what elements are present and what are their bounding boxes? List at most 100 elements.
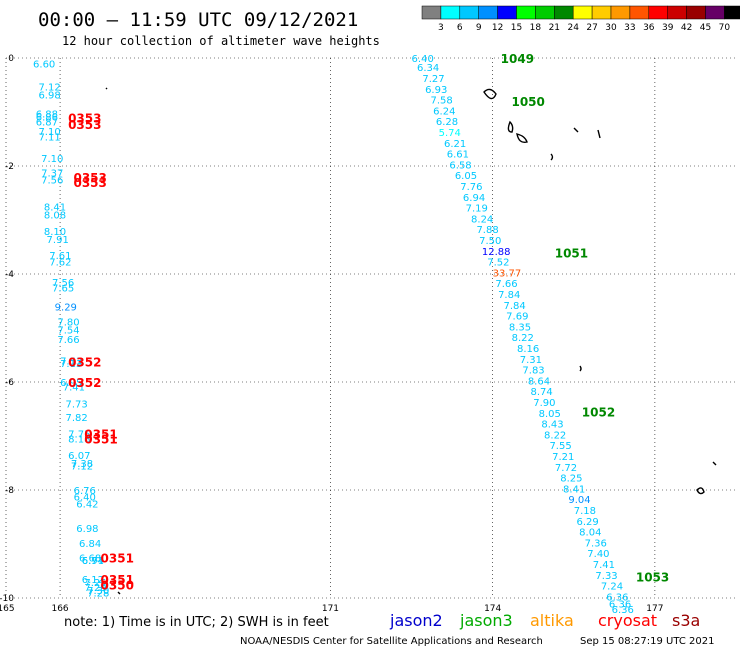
- colorbar-tick-label: 12: [492, 23, 503, 33]
- colorbar-swatch: [459, 5, 479, 20]
- data-point-label: 6.76: [74, 486, 96, 497]
- y-tick-label: -8: [5, 486, 14, 496]
- x-tick-label: 165: [0, 604, 15, 614]
- data-point-label: 7.75: [68, 429, 90, 440]
- data-point-label: 6.60: [33, 59, 55, 70]
- data-point-label: 8.35: [509, 322, 531, 333]
- y-tick-label: -2: [5, 162, 14, 172]
- data-point-label: 7.73: [65, 400, 87, 411]
- chart-title: 00:00 – 11:59 UTC 09/12/2021: [38, 9, 358, 31]
- colorbar-tick-label: 33: [624, 23, 635, 33]
- data-point-label: 7.52: [487, 258, 509, 269]
- data-point-label: 6.34: [417, 63, 439, 74]
- data-point-label: 6.61: [447, 150, 469, 161]
- data-point-label: 7.83: [522, 366, 544, 377]
- data-point-label: 8.04: [579, 528, 601, 539]
- data-point-label: 12.88: [482, 247, 511, 258]
- data-point-label: 8.43: [541, 420, 563, 431]
- data-point-label: 8.24: [471, 214, 493, 225]
- colorbar-tick-label: 9: [476, 23, 482, 33]
- data-point-label: 7.38: [71, 459, 93, 470]
- data-point-label: 8.41: [44, 203, 66, 214]
- colorbar-tick-label: 45: [700, 23, 711, 33]
- data-point-label: 7.13: [60, 359, 82, 370]
- colorbar-swatch: [535, 5, 555, 20]
- data-point-label: 7.90: [533, 398, 555, 409]
- pass-annotation: 0351: [101, 552, 134, 566]
- island-outline: [516, 133, 528, 144]
- data-point-label: 6.91: [82, 556, 104, 567]
- data-point-label: 7.41: [63, 382, 85, 393]
- colorbar-swatch: [421, 5, 442, 20]
- data-point-label: 8.74: [531, 387, 553, 398]
- data-point-label: 6.12: [82, 575, 104, 586]
- colorbar-swatch: [705, 5, 725, 20]
- island-outline: [550, 153, 554, 161]
- data-point-label: 7.12: [38, 83, 60, 94]
- data-point-label: 6.68: [79, 554, 101, 565]
- island-outline: [117, 591, 121, 595]
- x-tick-label: 166: [51, 604, 68, 614]
- data-point-label: 7.24: [601, 582, 623, 593]
- data-point-label: 7.11: [38, 132, 60, 143]
- data-point-label: 7.36: [585, 538, 607, 549]
- data-point-label: 6.93: [425, 85, 447, 96]
- pass-annotation: 1050: [511, 95, 544, 109]
- y-tick-label: -4: [5, 270, 14, 280]
- pass-annotation: 1051: [555, 246, 588, 260]
- island-outline: [483, 88, 497, 100]
- data-point-label: 6.86: [36, 112, 58, 123]
- pass-annotation: 0352: [68, 376, 101, 390]
- data-point-label: 7.84: [498, 290, 520, 301]
- data-point-label: 7.72: [555, 463, 577, 474]
- data-point-label: 8.22: [544, 430, 566, 441]
- colorbar-tick-label: 70: [719, 23, 731, 33]
- island-outline: [597, 129, 601, 139]
- island-outline: [579, 365, 582, 372]
- colorbar-tick-label: 39: [662, 23, 674, 33]
- y-tick-label: 0: [8, 54, 14, 64]
- data-point-label: 6.98: [38, 91, 60, 102]
- footer-credit: NOAA/NESDIS Center for Satellite Applica…: [240, 636, 543, 647]
- pass-annotation: 0353: [68, 111, 101, 125]
- colorbar-tick-label: 21: [549, 23, 560, 33]
- data-point-label: 8.16: [517, 344, 539, 355]
- data-point-label: 33.77: [493, 268, 522, 279]
- colorbar-swatch: [516, 5, 536, 20]
- data-point-label: 6.94: [463, 193, 485, 204]
- data-point-label: 6.95: [60, 378, 82, 389]
- data-point-label: 9.04: [568, 495, 590, 506]
- legend-cryosat: cryosat: [598, 611, 657, 630]
- data-point-label: 7.19: [466, 204, 488, 215]
- y-tick-label: -10: [0, 594, 14, 604]
- data-point-label: 7.27: [422, 74, 444, 85]
- data-point-label: 6.36: [609, 599, 631, 610]
- colorbar-swatch: [648, 5, 668, 20]
- pass-annotations: 0352035203530353035303530351035103510351…: [68, 52, 669, 593]
- data-point-label: 6.88: [36, 110, 58, 121]
- colorbar-swatch: [686, 5, 706, 20]
- data-point-label: 6.42: [76, 500, 98, 511]
- data-point-label: 7.37: [41, 168, 63, 179]
- data-point-label: 7.76: [460, 182, 482, 193]
- data-point-label: 6.74: [82, 556, 104, 567]
- data-point-label: 6.24: [433, 106, 455, 117]
- data-point-label: 7.10: [38, 127, 60, 138]
- data-point-label: 7.65: [52, 284, 74, 295]
- data-point-label: 8.22: [512, 333, 534, 344]
- data-point-label: 7.10: [41, 154, 63, 165]
- data-point-label: 7.31: [520, 355, 542, 366]
- colorbar-tick-label: 6: [457, 23, 463, 33]
- pass-annotation: 0353: [73, 176, 106, 190]
- colorbar-swatch: [440, 5, 461, 20]
- data-point-label: 7.30: [87, 586, 109, 597]
- grid: [5, 57, 736, 599]
- data-point-label: 7.58: [430, 96, 452, 107]
- data-point-label: 8.41: [563, 484, 585, 495]
- colorbar-tick-label: 42: [681, 23, 692, 33]
- x-tick-label: 171: [322, 604, 339, 614]
- colorbar-tick-label: 27: [586, 23, 597, 33]
- pass-annotation: 1052: [582, 406, 615, 420]
